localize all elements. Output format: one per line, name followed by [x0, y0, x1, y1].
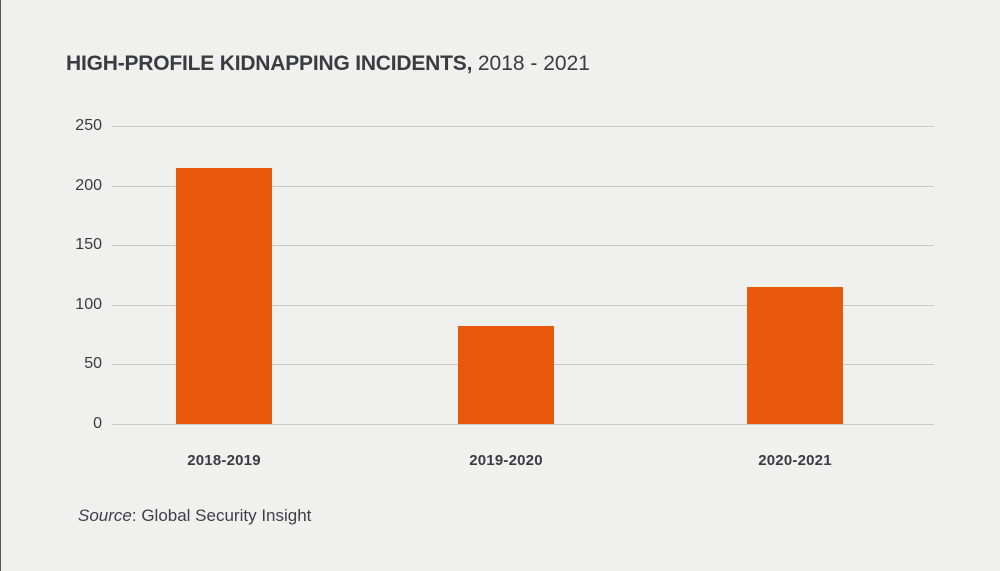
x-axis-label-2020-2021: 2020-2021 — [758, 452, 832, 469]
source-line: Source: Global Security Insight — [78, 506, 311, 526]
x-axis-label-2019-2020: 2019-2020 — [469, 452, 543, 469]
gridline-y250 — [112, 126, 934, 127]
chart-title-period: 2018 - 2021 — [477, 52, 590, 75]
gridline-y200 — [112, 185, 934, 187]
y-axis-tick-200: 200 — [75, 176, 102, 194]
source-text: : Global Security Insight — [131, 506, 312, 525]
gridline-y0 — [112, 424, 934, 425]
bar-2018-2019 — [176, 167, 272, 424]
y-axis-tick-150: 150 — [75, 236, 102, 254]
source-label: Source — [78, 506, 132, 525]
y-axis-tick-250: 250 — [75, 117, 102, 134]
bar-2019-2020 — [458, 326, 554, 424]
y-axis-tick-100: 100 — [75, 295, 102, 313]
x-axis-label-2018-2019: 2018-2019 — [187, 452, 261, 469]
chart-title: HIGH-PROFILE KIDNAPPING INCIDENTS, 2018 … — [66, 50, 590, 77]
y-axis-tick-0: 0 — [93, 415, 102, 432]
bar-2020-2021 — [747, 286, 843, 424]
gridline-y150 — [112, 245, 934, 247]
y-axis-tick-50: 50 — [84, 355, 102, 373]
gridline-y100 — [112, 304, 934, 306]
chart-title-main: HIGH-PROFILE KIDNAPPING INCIDENTS, — [66, 52, 473, 75]
